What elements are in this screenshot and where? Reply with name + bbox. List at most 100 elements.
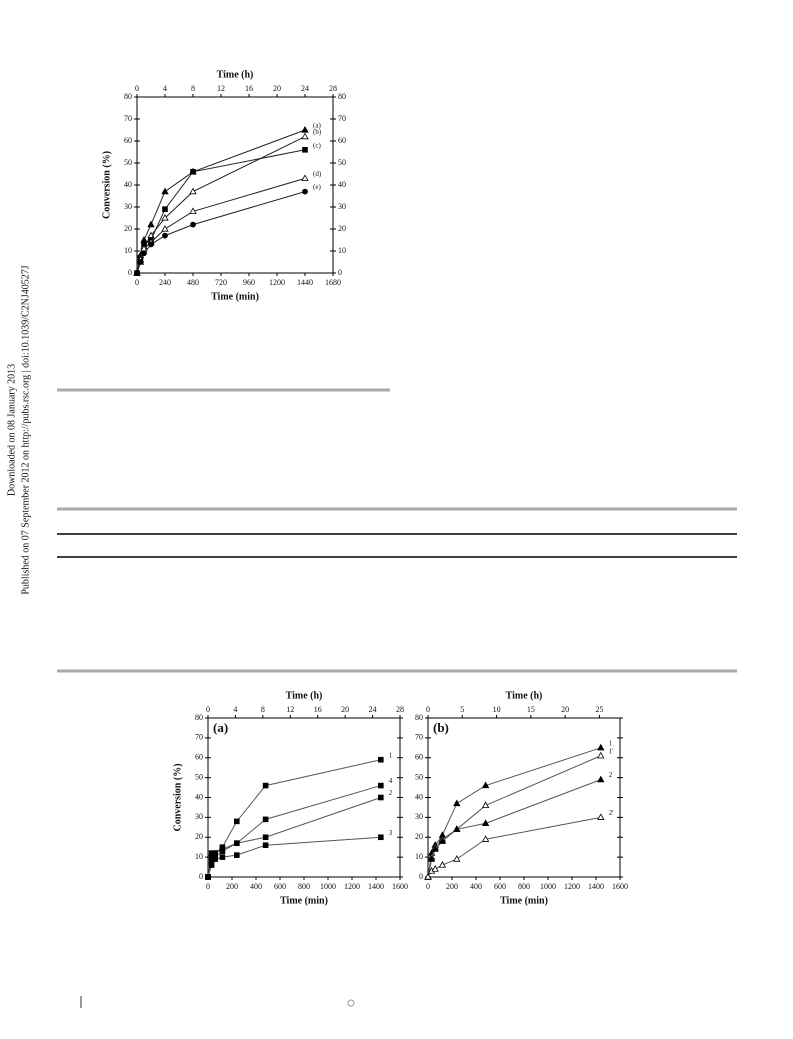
x-axis-title: Time (min) [211, 291, 259, 302]
marker [233, 818, 240, 825]
x2-tick-label: 16 [245, 84, 253, 93]
marker [481, 819, 490, 826]
x-tick-label: 800 [518, 882, 530, 891]
y-tick-label: 40 [338, 180, 346, 189]
marker [208, 862, 215, 868]
y-tick-label: 30 [338, 202, 346, 211]
y-axis-title: Conversion (%) [172, 763, 183, 831]
y-tick-label: 0 [199, 872, 203, 881]
marker [137, 259, 144, 265]
plot-frame [136, 96, 334, 274]
x-tick-label: 1000 [320, 882, 336, 891]
y-tick-label: 0 [419, 872, 423, 881]
y-tick-label: 30 [124, 202, 132, 211]
footer-dot [347, 999, 355, 1007]
series-label: (d) [313, 170, 322, 178]
y-axis-title: Conversion (%) [101, 151, 112, 219]
marker [189, 187, 197, 195]
x-tick-label: 1680 [325, 278, 341, 287]
marker [453, 799, 461, 807]
series-line [207, 836, 381, 878]
marker [205, 874, 211, 880]
marker [597, 775, 605, 783]
marker [438, 861, 447, 868]
marker [301, 132, 309, 140]
series-line [136, 129, 306, 274]
x-tick-label: 960 [243, 278, 255, 287]
marker [190, 168, 196, 175]
marker [597, 743, 605, 751]
x2-tick-label: 0 [206, 705, 210, 714]
marker [438, 837, 447, 844]
y-tick-label: 30 [415, 812, 423, 821]
x2-tick-label: 16 [314, 705, 322, 714]
panel-label: (a) [213, 720, 228, 735]
marker [453, 855, 461, 862]
x2-tick-label: 8 [261, 705, 265, 714]
series-line [427, 779, 601, 878]
marker [427, 855, 436, 862]
marker [302, 188, 308, 195]
y-tick-label: 40 [195, 792, 203, 801]
marker [301, 174, 309, 181]
y-tick-label: 80 [124, 92, 132, 101]
x-tick-label: 1200 [269, 278, 285, 287]
y-tick-label: 10 [124, 246, 132, 255]
x2-tick-label: 15 [527, 705, 535, 714]
marker [148, 241, 154, 248]
y-tick-label: 80 [415, 713, 423, 722]
y-tick-label: 20 [338, 224, 346, 233]
y-tick-label: 70 [195, 733, 203, 742]
marker [262, 842, 269, 848]
x2-tick-label: 8 [191, 84, 195, 93]
marker [377, 794, 384, 801]
marker [219, 854, 226, 860]
series-label: (b) [313, 128, 322, 136]
x-tick-label: 720 [215, 278, 227, 287]
y-tick-label: 20 [195, 832, 203, 841]
marker [134, 270, 140, 276]
series-line [207, 785, 381, 878]
marker [161, 224, 169, 232]
plot-frame [427, 717, 621, 878]
y-tick-label: 60 [338, 136, 346, 145]
series-label: 3 [389, 829, 393, 837]
marker [431, 845, 439, 852]
marker [481, 835, 490, 842]
marker [233, 840, 240, 847]
series-label: (e) [313, 183, 321, 191]
x2-tick-label: 4 [163, 84, 167, 93]
marker [233, 852, 240, 858]
x-tick-label: 0 [206, 882, 210, 891]
x2-tick-label: 12 [217, 84, 225, 93]
y-tick-label: 10 [338, 246, 346, 255]
y-tick-label: 20 [124, 224, 132, 233]
x-tick-label: 1000 [540, 882, 556, 891]
marker [377, 782, 384, 789]
x2-axis-title: Time (h) [506, 690, 543, 701]
x-tick-label: 1400 [588, 882, 604, 891]
x2-axis-title: Time (h) [286, 690, 323, 701]
marker [162, 232, 168, 239]
y-tick-label: 70 [124, 114, 132, 123]
x-tick-label: 1400 [368, 882, 384, 891]
marker [147, 220, 155, 228]
x-tick-label: 1600 [612, 882, 628, 891]
panel-label: (b) [433, 720, 449, 735]
x-axis-title: Time (min) [500, 895, 548, 906]
series-label: 2 [389, 789, 393, 797]
x-tick-label: 1440 [297, 278, 313, 287]
x2-tick-label: 5 [460, 705, 464, 714]
x-tick-label: 480 [187, 278, 199, 287]
y-tick-label: 70 [415, 733, 423, 742]
y-tick-label: 10 [415, 852, 423, 861]
x-tick-label: 600 [274, 882, 286, 891]
marker [301, 125, 309, 133]
x2-tick-label: 0 [135, 84, 139, 93]
y-tick-label: 40 [415, 792, 423, 801]
y-tick-label: 50 [338, 158, 346, 167]
marker [161, 213, 169, 221]
y-tick-label: 10 [195, 852, 203, 861]
y-tick-label: 60 [124, 136, 132, 145]
